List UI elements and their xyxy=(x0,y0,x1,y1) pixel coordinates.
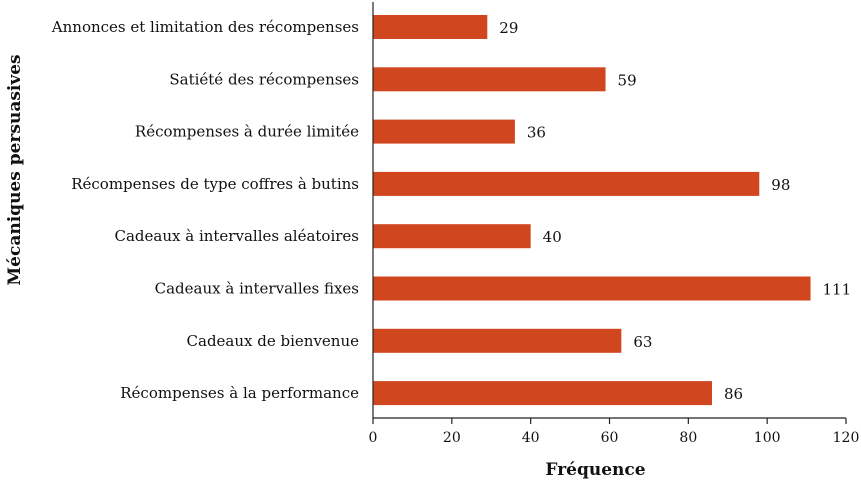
category-labels: Annonces et limitation des récompenses Sa… xyxy=(51,18,359,402)
bar-5 xyxy=(373,224,531,249)
x-tick-label: 60 xyxy=(601,430,619,446)
category-label: Récompenses de type coffres à butins xyxy=(71,175,359,193)
category-label: Récompenses à durée limitée xyxy=(135,123,359,141)
y-axis-title: Mécaniques persuasives xyxy=(5,54,25,285)
value-label: 59 xyxy=(618,71,637,89)
category-label: Cadeaux à intervalles fixes xyxy=(155,280,359,298)
bar-2 xyxy=(373,67,606,92)
x-tick-label: 20 xyxy=(443,430,461,446)
bar-6 xyxy=(373,276,811,301)
category-label: Récompenses à la performance xyxy=(120,384,359,402)
value-label: 63 xyxy=(633,333,652,351)
category-label: Satiété des récompenses xyxy=(169,70,359,88)
bars-group xyxy=(373,15,811,406)
value-labels: 29 59 36 98 40 111 63 86 xyxy=(499,19,851,403)
x-tick-label: 80 xyxy=(679,430,697,446)
x-tick-label: 0 xyxy=(369,430,378,446)
x-axis-title: Fréquence xyxy=(545,460,645,480)
value-label: 111 xyxy=(823,281,852,299)
bar-8 xyxy=(373,381,712,406)
category-label: Cadeaux à intervalles aléatoires xyxy=(115,227,360,245)
value-label: 36 xyxy=(527,124,546,142)
x-tick-label: 40 xyxy=(522,430,540,446)
value-label: 98 xyxy=(771,176,790,194)
category-label: Annonces et limitation des récompenses xyxy=(51,18,359,36)
bar-3 xyxy=(373,119,515,144)
value-label: 29 xyxy=(499,19,518,37)
bar-4 xyxy=(373,171,760,196)
bar-1 xyxy=(373,15,488,39)
x-tick-label: 100 xyxy=(754,430,781,446)
category-label: Cadeaux de bienvenue xyxy=(187,332,360,350)
x-tick-label: 120 xyxy=(833,430,860,446)
x-axis-ticks: 0 20 40 60 80 100 120 xyxy=(369,418,860,446)
value-label: 40 xyxy=(543,228,562,246)
bar-7 xyxy=(373,328,622,353)
value-label: 86 xyxy=(724,385,743,403)
